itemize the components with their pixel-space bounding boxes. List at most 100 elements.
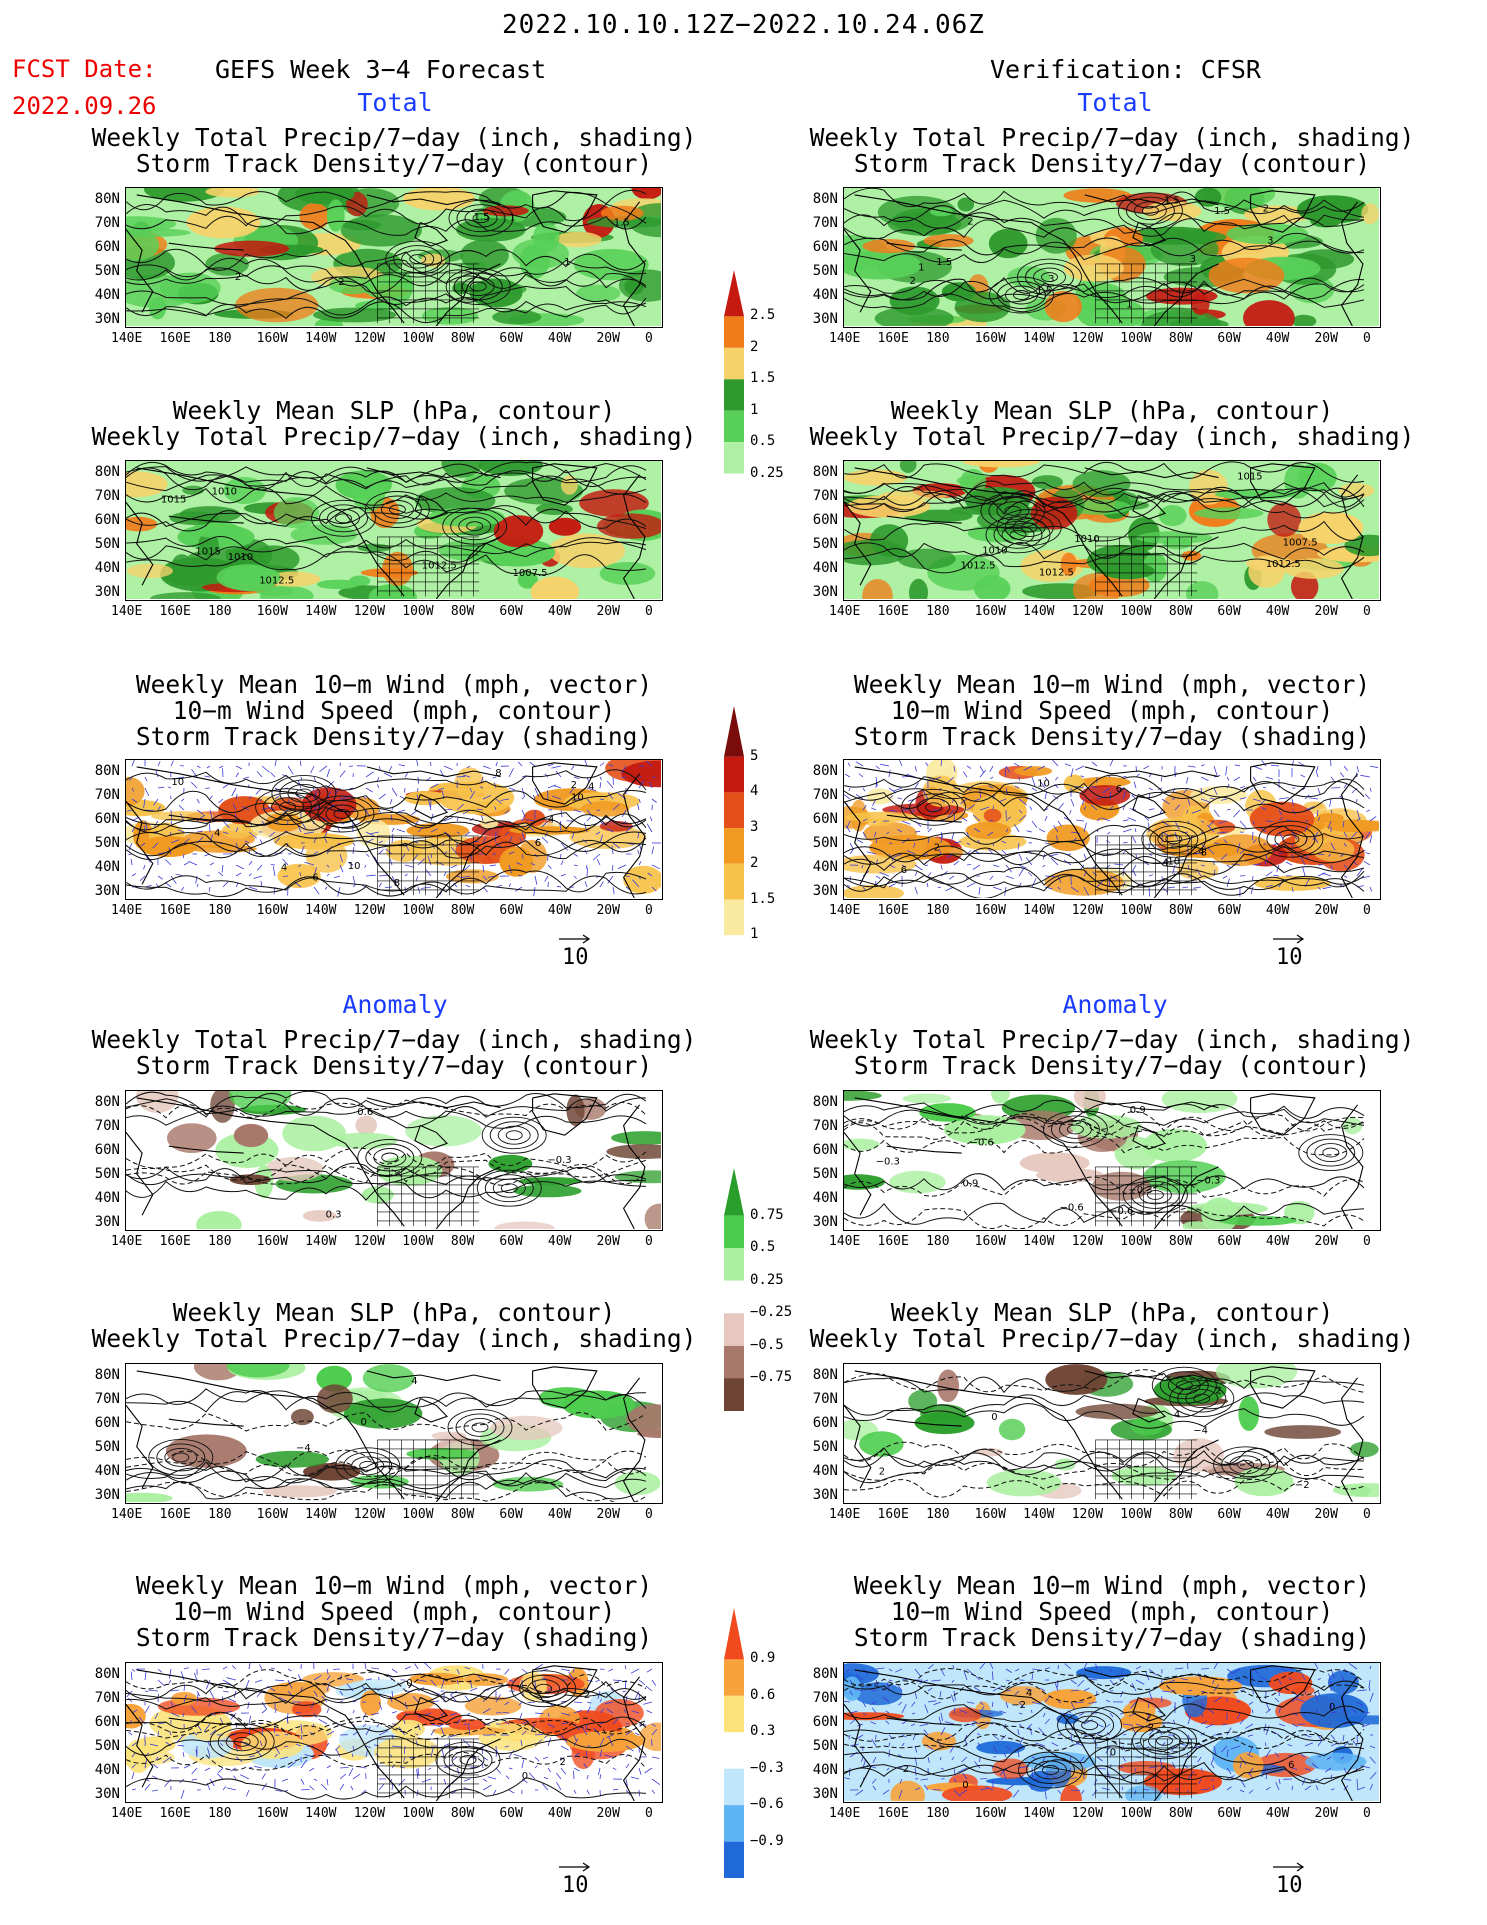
wind-vector bbox=[534, 838, 539, 844]
wind-vector bbox=[1226, 1668, 1234, 1674]
wind-vector bbox=[1291, 886, 1294, 892]
lon-tick-label: 80W bbox=[450, 1507, 475, 1522]
shading-cell bbox=[1044, 868, 1124, 896]
wind-vector bbox=[625, 826, 632, 833]
shading-cell bbox=[576, 284, 621, 302]
wind-vector bbox=[339, 864, 344, 873]
wind-vector bbox=[586, 867, 588, 877]
wind-vector bbox=[855, 1789, 864, 1796]
wind-vector bbox=[886, 831, 890, 835]
coastline bbox=[414, 793, 448, 819]
wind-vector bbox=[940, 1668, 945, 1677]
contour-line bbox=[844, 841, 1365, 866]
wind-vector bbox=[1070, 768, 1074, 778]
wind-vector bbox=[1018, 1712, 1023, 1715]
wind-vector bbox=[977, 1733, 981, 1736]
coastline bbox=[844, 502, 872, 586]
contour-line bbox=[844, 488, 1365, 513]
wind-vector bbox=[961, 1756, 968, 1763]
wind-vector bbox=[1330, 1711, 1337, 1714]
lon-tick-label: 20W bbox=[1314, 1806, 1338, 1821]
wind-vector bbox=[352, 1710, 355, 1714]
wind-vector bbox=[1221, 1745, 1228, 1753]
contour-label: 4 bbox=[548, 814, 554, 825]
contour-label: 6 bbox=[1116, 784, 1122, 795]
wind-vector bbox=[313, 790, 318, 800]
wind-vector bbox=[153, 820, 159, 827]
shading-cell bbox=[621, 760, 661, 788]
wind-vector bbox=[1088, 1701, 1098, 1704]
wind-vector bbox=[254, 1679, 263, 1683]
wind-vector bbox=[1017, 1748, 1020, 1758]
wind-vector bbox=[326, 1730, 335, 1736]
wind-vector bbox=[958, 1789, 968, 1796]
wind-vector bbox=[651, 864, 661, 870]
wind-vector bbox=[1226, 1775, 1235, 1780]
wind-vector bbox=[573, 1738, 579, 1747]
wind-vector bbox=[646, 1710, 653, 1714]
wind-vector bbox=[530, 1723, 536, 1732]
wind-vector bbox=[1288, 1677, 1293, 1681]
contour-line bbox=[126, 1712, 647, 1737]
coastline bbox=[366, 766, 501, 778]
wind-vector bbox=[261, 1773, 266, 1780]
contour-ring bbox=[1141, 820, 1207, 858]
contour-label: 1010 bbox=[982, 545, 1007, 556]
wind-vector bbox=[521, 1668, 528, 1674]
wind-vector bbox=[875, 1667, 885, 1670]
wind-vector bbox=[607, 875, 614, 884]
colorbar-swatch bbox=[724, 379, 744, 411]
contour-label: 2 bbox=[560, 1757, 566, 1768]
wind-vector bbox=[248, 860, 253, 866]
wind-vector bbox=[1200, 798, 1211, 803]
wind-vector bbox=[130, 858, 133, 866]
contour-label: 4 bbox=[1026, 1688, 1032, 1699]
wind-vector bbox=[324, 831, 328, 837]
contour-ring bbox=[271, 774, 337, 812]
contour-ring bbox=[980, 492, 1046, 530]
contour-label: 8 bbox=[1201, 847, 1207, 858]
wind-vector bbox=[170, 760, 174, 767]
colorbar-swatch bbox=[724, 473, 744, 505]
wind-vector bbox=[1088, 1678, 1098, 1681]
wind-vector bbox=[1217, 831, 1228, 834]
wind-vector bbox=[183, 1667, 189, 1670]
contour-label: −0.6 bbox=[970, 1137, 994, 1148]
wind-vector bbox=[573, 1752, 580, 1758]
wind-vector bbox=[274, 1708, 277, 1714]
wind-vector bbox=[979, 769, 987, 778]
wind-vector bbox=[383, 772, 393, 778]
wind-vector bbox=[348, 862, 354, 866]
wind-vector bbox=[651, 1723, 656, 1727]
wind-vector bbox=[304, 861, 315, 866]
wind-vector bbox=[421, 886, 432, 889]
shading-cell bbox=[1161, 1091, 1238, 1114]
wind-vector bbox=[152, 1763, 159, 1769]
wind-vector bbox=[274, 1789, 283, 1792]
coastline bbox=[168, 242, 244, 251]
wind-vector bbox=[973, 828, 981, 833]
shading-cell bbox=[523, 809, 546, 827]
colorbar-label: 1.5 bbox=[750, 890, 776, 907]
wind-vector bbox=[1330, 1742, 1339, 1747]
shading-cell bbox=[1072, 470, 1131, 498]
contour-ring bbox=[481, 1116, 547, 1154]
coastline bbox=[1153, 1166, 1219, 1229]
wind-vector bbox=[1265, 776, 1274, 780]
wind-vector bbox=[378, 1701, 383, 1710]
wind-vector bbox=[988, 785, 994, 789]
coastline bbox=[136, 1097, 405, 1227]
wind-vector bbox=[326, 873, 330, 877]
wind-vector bbox=[1343, 831, 1348, 838]
wind-vector bbox=[492, 1789, 497, 1796]
coastline bbox=[435, 263, 501, 326]
wind-vector bbox=[862, 818, 868, 822]
wind-vector bbox=[518, 875, 523, 877]
wind-vector bbox=[391, 1745, 402, 1748]
lat-tick-label: 50N bbox=[94, 835, 120, 851]
wind-vector bbox=[1017, 1729, 1020, 1736]
contour-ring bbox=[1005, 285, 1038, 305]
shading-cell bbox=[1312, 837, 1355, 862]
contour-label: 1.5 bbox=[936, 257, 952, 268]
wind-vector bbox=[1330, 776, 1335, 781]
